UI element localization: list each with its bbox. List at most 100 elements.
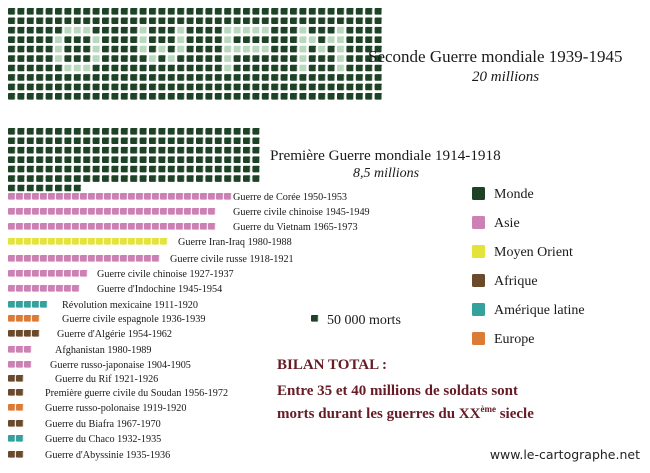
ww2-unit: [130, 74, 138, 81]
ww2-unit: [64, 26, 72, 34]
ww2-unit-shadow: [80, 47, 82, 53]
ww1-unit: [102, 137, 110, 145]
ww2-unit: [158, 45, 166, 53]
ww1-unit: [45, 175, 53, 182]
ww2-unit-shadow: [371, 94, 374, 100]
ww2-unit-shadow: [136, 75, 139, 81]
ww2-unit: [111, 45, 119, 53]
war-unit: [88, 223, 96, 230]
ww1-unit-shadow: [212, 157, 214, 164]
war-label: Guerre civile espagnole 1936-1939: [62, 314, 205, 325]
ww2-unit: [355, 64, 364, 72]
ww2-unit: [196, 36, 204, 43]
ww1-unit: [130, 137, 138, 145]
ww2-unit-shadow: [240, 37, 242, 44]
ww2-unit-shadow: [108, 84, 111, 91]
ww2-unit: [205, 8, 213, 15]
ww2-deaths: 20 millions: [472, 69, 539, 85]
ww2-unit: [374, 8, 382, 15]
ww2-unit: [308, 55, 317, 62]
war-unit-shadow: [14, 286, 17, 292]
war-unit-shadow: [134, 194, 137, 200]
ww2-unit-shadow: [353, 28, 355, 34]
ww1-unit: [196, 128, 204, 135]
ww1-unit-shadow: [61, 176, 64, 183]
war-label: Guerre du Biafra 1967-1970: [45, 419, 161, 430]
ww2-unit-shadow: [52, 9, 54, 15]
ww2-unit: [73, 83, 82, 91]
ww1-unit-shadow: [99, 157, 101, 164]
war-unit: [120, 238, 128, 245]
ww2-unit-shadow: [230, 94, 233, 100]
ww2-unit: [196, 17, 204, 25]
ww2-unit: [186, 74, 194, 81]
ww2-unit: [261, 26, 270, 34]
war-unit-shadow: [70, 256, 73, 262]
ww2-unit-shadow: [108, 65, 111, 72]
ww2-unit: [224, 74, 232, 81]
ww2-unit: [365, 93, 373, 100]
war-unit: [8, 285, 16, 292]
ww2-unit-shadow: [240, 94, 242, 100]
ww2-unit-shadow: [324, 94, 327, 100]
ww2-unit-shadow: [52, 56, 54, 63]
ww2-unit: [243, 36, 251, 43]
ww2-unit: [130, 93, 138, 100]
ww2-unit: [158, 8, 166, 15]
ww1-unit-shadow: [127, 157, 129, 164]
war-unit: [40, 208, 48, 215]
ww2-unit: [8, 45, 16, 53]
war-unit: [104, 193, 112, 200]
legend-swatch: [472, 332, 485, 345]
ww2-unit-shadow: [42, 94, 45, 100]
ww1-unit-shadow: [259, 176, 261, 183]
ww2-unit-shadow: [315, 94, 317, 100]
war-unit-shadow: [118, 224, 121, 230]
war-unit: [208, 193, 216, 200]
ww2-unit: [167, 45, 176, 53]
ww2-pictogram: [8, 8, 383, 100]
ww1-unit-shadow: [259, 129, 261, 135]
ww2-unit-shadow: [174, 47, 176, 53]
ww2-unit-shadow: [381, 75, 383, 81]
war-unit: [200, 208, 208, 215]
ww2-unit-shadow: [61, 75, 64, 81]
ww2-unit-shadow: [33, 94, 35, 100]
war-unit: [32, 315, 40, 322]
ww1-unit-shadow: [202, 138, 205, 145]
ww1-unit-shadow: [259, 167, 261, 173]
war-label: Guerre du Chaco 1932-1935: [45, 434, 161, 445]
ww2-unit-shadow: [334, 75, 336, 81]
ww1-unit: [224, 128, 232, 135]
ww2-unit-shadow: [296, 94, 299, 100]
ww2-unit: [374, 74, 382, 81]
war-unit-shadow: [22, 316, 25, 322]
war-unit-shadow: [158, 209, 161, 215]
ww2-unit: [36, 26, 44, 34]
ww2-unit: [139, 83, 147, 91]
ww1-unit: [26, 156, 35, 163]
ww2-unit: [36, 8, 44, 15]
war-unit-shadow: [198, 224, 201, 230]
ww2-unit-shadow: [343, 37, 346, 44]
war-unit: [120, 223, 128, 230]
war-unit: [80, 238, 88, 245]
ww1-unit: [73, 156, 82, 163]
ww2-unit-shadow: [71, 18, 73, 25]
ww1-unit: [120, 175, 129, 182]
ww2-unit: [45, 83, 53, 91]
ww2-unit-shadow: [268, 65, 270, 72]
ww1-unit: [130, 156, 138, 163]
war-unit: [96, 238, 104, 245]
war-unit-shadow: [38, 316, 41, 322]
ww2-unit-shadow: [324, 37, 327, 44]
war-unit-shadow: [46, 239, 49, 245]
ww1-unit-shadow: [212, 167, 214, 173]
ww2-unit: [271, 36, 279, 43]
war-unit: [120, 208, 128, 215]
ww2-unit: [365, 55, 373, 62]
ww2-unit: [205, 74, 213, 81]
ww1-unit: [205, 128, 213, 135]
ww2-unit: [346, 93, 354, 100]
ww2-unit: [8, 17, 16, 25]
